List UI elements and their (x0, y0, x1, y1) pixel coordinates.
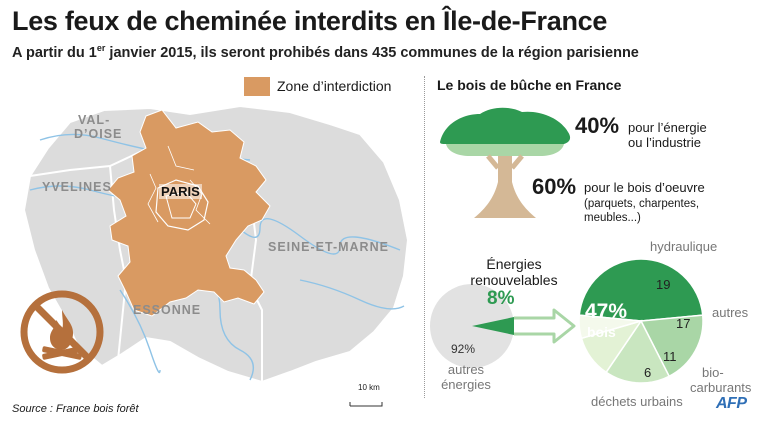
wood-construction-detail-2: meubles...) (584, 212, 641, 224)
wood-section-title: Le bois de bûche en France (437, 77, 622, 93)
pie-slice-2 (605, 319, 671, 384)
wood-energy-pct: 40% (575, 113, 620, 138)
region-label-yvelines: YVELINES (42, 180, 112, 194)
region-label-val-d-oise-1: VAL- (78, 113, 111, 127)
scale-label: 10 km (358, 383, 380, 392)
pie-hydraulique-label: hydraulique (650, 239, 718, 254)
legend-swatch (244, 77, 270, 96)
arrow-icon (514, 308, 576, 344)
pie-biocarburants-value: 11 (663, 349, 677, 364)
source-note: Source : France bois forêt (12, 403, 139, 415)
page-subtitle: A partir du 1er janvier 2015, ils seront… (12, 43, 639, 61)
afp-logo: AFP (716, 395, 747, 412)
no-fire-icon (20, 290, 104, 374)
renewables-pie-chart (578, 258, 704, 384)
other-energies-label: autres énergies (441, 362, 491, 392)
pie-biocarburants-label: bio- carburants (690, 365, 752, 395)
energy-mix-diagram (430, 284, 576, 368)
pie-hydraulique-value: 19 (656, 277, 671, 292)
region-label-paris: PARIS (159, 184, 202, 199)
renewable-label: Énergies renouvelables (470, 256, 558, 288)
page-title: Les feux de cheminée interdits en Île-de… (12, 6, 608, 36)
pie-slice-1 (639, 314, 704, 378)
wood-construction-desc: pour le bois d’oeuvre (584, 180, 705, 195)
pie-slice-4 (578, 314, 642, 340)
pie-dechets-label: déchets urbains (591, 394, 683, 409)
renewable-pct: 8% (487, 288, 515, 309)
divider (424, 76, 425, 398)
pie-autres-value: 17 (676, 316, 691, 331)
pie-slice-0 (578, 258, 704, 322)
wood-construction-pct: 60% (532, 174, 577, 199)
pie-bois-label: bois (587, 324, 616, 340)
pie-dechets-value: 6 (644, 365, 652, 380)
wood-energy-desc-1: pour l’énergie (628, 120, 707, 135)
renewable-wedge (472, 317, 514, 335)
region-label-val-d-oise-2: D’OISE (74, 127, 123, 141)
pie-autres-label: autres (712, 305, 749, 320)
region-label-essonne: ESSONNE (133, 303, 202, 317)
tree-icon (440, 107, 571, 218)
wood-construction-detail-1: (parquets, charpentes, (584, 198, 700, 210)
other-energies-pct: 92% (451, 342, 476, 356)
interdiction-zone (107, 109, 271, 317)
ile-de-france-map (22, 104, 410, 407)
region-label-seine-et-marne: SEINE-ET-MARNE (268, 240, 389, 254)
pie-bois-value: 47% (585, 300, 628, 323)
legend-label: Zone d’interdiction (277, 78, 392, 94)
wood-energy-desc-2: ou l’industrie (628, 135, 701, 150)
